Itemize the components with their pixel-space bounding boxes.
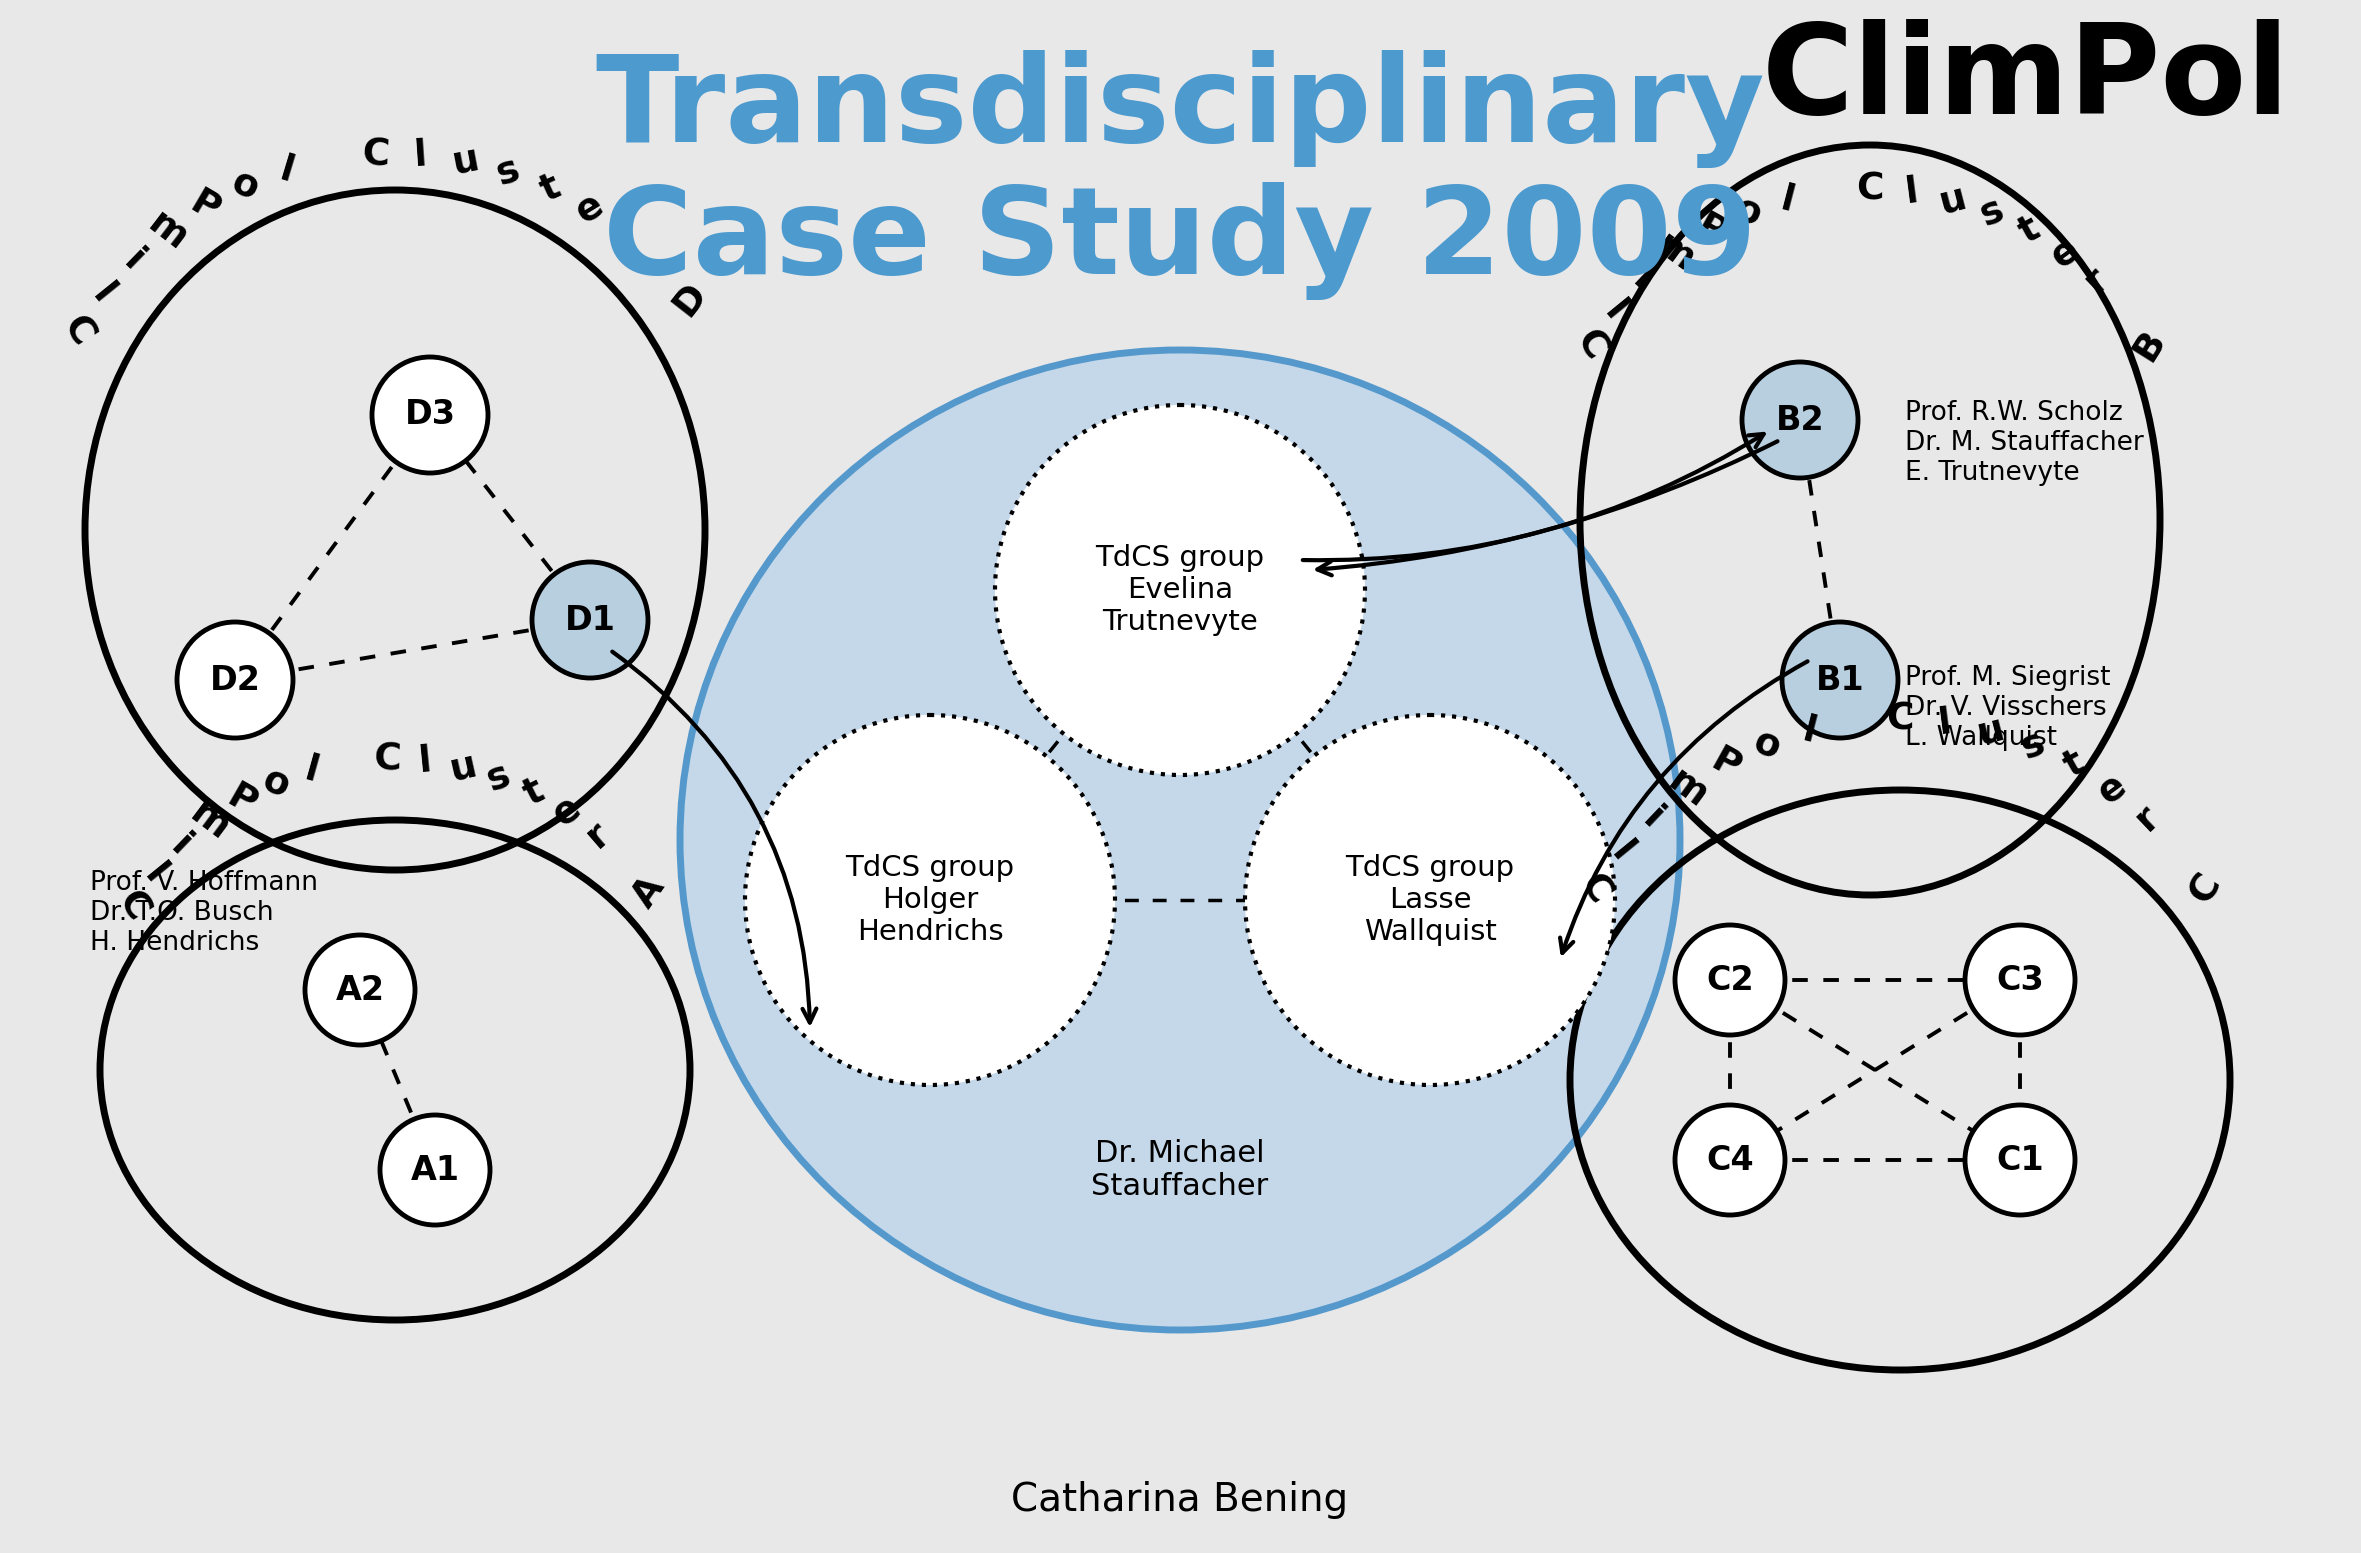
Text: C: C — [1572, 868, 1617, 910]
Circle shape — [1783, 623, 1898, 738]
Text: TdCS group
Evelina
Trutnevyte: TdCS group Evelina Trutnevyte — [1096, 544, 1265, 637]
Text: r: r — [2130, 800, 2167, 839]
Text: A: A — [626, 870, 673, 915]
Text: D1: D1 — [564, 604, 616, 637]
Text: Prof. R.W. Scholz
Dr. M. Stauffacher
E. Trutnevyte: Prof. R.W. Scholz Dr. M. Stauffacher E. … — [1905, 401, 2144, 486]
Text: l: l — [418, 742, 432, 780]
Text: u: u — [446, 747, 479, 787]
Circle shape — [994, 405, 1365, 775]
Text: e: e — [2092, 767, 2134, 812]
Text: A1: A1 — [411, 1154, 460, 1186]
Text: i: i — [1636, 801, 1669, 837]
Circle shape — [1244, 714, 1615, 1086]
Text: l: l — [137, 859, 172, 891]
Text: l: l — [1603, 836, 1639, 868]
Text: e: e — [569, 188, 611, 231]
Text: Prof. V. Hoffmann
Dr. T.O. Busch
H. Hendrichs: Prof. V. Hoffmann Dr. T.O. Busch H. Hend… — [90, 870, 319, 957]
Text: l: l — [276, 152, 297, 189]
Text: C1: C1 — [1995, 1143, 2045, 1177]
Text: B2: B2 — [1775, 404, 1825, 436]
Circle shape — [1964, 926, 2075, 1034]
Circle shape — [1674, 926, 1785, 1034]
Text: l: l — [300, 752, 323, 790]
Ellipse shape — [680, 349, 1681, 1329]
Text: l: l — [1936, 704, 1955, 741]
Text: e: e — [548, 790, 588, 834]
Text: D3: D3 — [404, 399, 456, 432]
Text: P: P — [220, 778, 262, 823]
Text: m: m — [182, 795, 236, 848]
Text: m: m — [1660, 764, 1714, 815]
Text: l: l — [85, 278, 120, 311]
Text: D: D — [666, 276, 715, 323]
Text: m: m — [142, 207, 194, 258]
Circle shape — [177, 623, 293, 738]
Text: t: t — [536, 169, 567, 208]
Text: m: m — [1648, 228, 1702, 280]
Text: r: r — [2078, 261, 2115, 300]
Text: s: s — [484, 758, 517, 798]
Text: s: s — [493, 152, 524, 193]
Text: e: e — [2045, 231, 2087, 276]
Text: C: C — [361, 137, 390, 174]
Text: o: o — [1747, 724, 1785, 767]
Text: i: i — [163, 829, 198, 863]
Text: l: l — [1778, 182, 1799, 219]
Text: l: l — [1903, 174, 1919, 211]
Circle shape — [1674, 1106, 1785, 1214]
Text: l: l — [1799, 713, 1820, 750]
Text: u: u — [449, 141, 482, 182]
Circle shape — [380, 1115, 491, 1225]
Text: C2: C2 — [1707, 963, 1754, 997]
Text: Prof. M. Siegrist
Dr. V. Visschers
L. Wallquist: Prof. M. Siegrist Dr. V. Visschers L. Wa… — [1905, 665, 2111, 752]
Text: u: u — [1974, 711, 2007, 752]
Circle shape — [373, 357, 489, 474]
Text: r: r — [578, 815, 616, 856]
Text: C: C — [1886, 702, 1915, 738]
Text: TdCS group
Holger
Hendrichs: TdCS group Holger Hendrichs — [845, 854, 1015, 946]
Text: C: C — [2184, 868, 2229, 910]
Text: o: o — [1728, 193, 1766, 235]
Text: B: B — [2127, 323, 2172, 367]
Text: t: t — [519, 773, 550, 814]
Text: C: C — [373, 742, 401, 778]
Text: Transdisciplinary
Case Study 2009: Transdisciplinary Case Study 2009 — [595, 50, 1766, 300]
Text: i: i — [116, 244, 151, 278]
Text: TdCS group
Lasse
Wallquist: TdCS group Lasse Wallquist — [1346, 854, 1513, 946]
Text: r: r — [609, 216, 645, 255]
Text: l: l — [413, 138, 427, 174]
Text: P: P — [1705, 742, 1747, 787]
Text: P: P — [184, 185, 227, 230]
Text: B1: B1 — [1816, 663, 1865, 696]
Circle shape — [531, 562, 647, 679]
Circle shape — [746, 714, 1114, 1086]
Circle shape — [1964, 1106, 2075, 1214]
Text: C4: C4 — [1707, 1143, 1754, 1177]
Text: s: s — [1976, 193, 2009, 235]
Text: t: t — [2059, 745, 2092, 786]
Circle shape — [305, 935, 416, 1045]
Text: Dr. Michael
Stauffacher: Dr. Michael Stauffacher — [1091, 1138, 1268, 1202]
Text: o: o — [227, 165, 264, 208]
Text: P: P — [1688, 210, 1731, 253]
Text: C: C — [1856, 172, 1884, 208]
Text: l: l — [1596, 295, 1631, 328]
Text: A2: A2 — [335, 974, 385, 1006]
Text: Catharina Bening: Catharina Bening — [1011, 1482, 1348, 1519]
Text: C3: C3 — [1995, 963, 2045, 997]
Text: ClimPol: ClimPol — [1761, 20, 2290, 140]
Text: u: u — [1936, 180, 1969, 221]
Text: C: C — [109, 885, 156, 927]
Text: s: s — [2016, 725, 2049, 767]
Text: o: o — [257, 763, 295, 806]
Text: i: i — [1627, 262, 1660, 298]
Circle shape — [1742, 362, 1858, 478]
Text: t: t — [2014, 211, 2047, 252]
Text: C: C — [1568, 325, 1613, 367]
Text: D2: D2 — [210, 663, 260, 696]
Text: C: C — [54, 311, 99, 353]
